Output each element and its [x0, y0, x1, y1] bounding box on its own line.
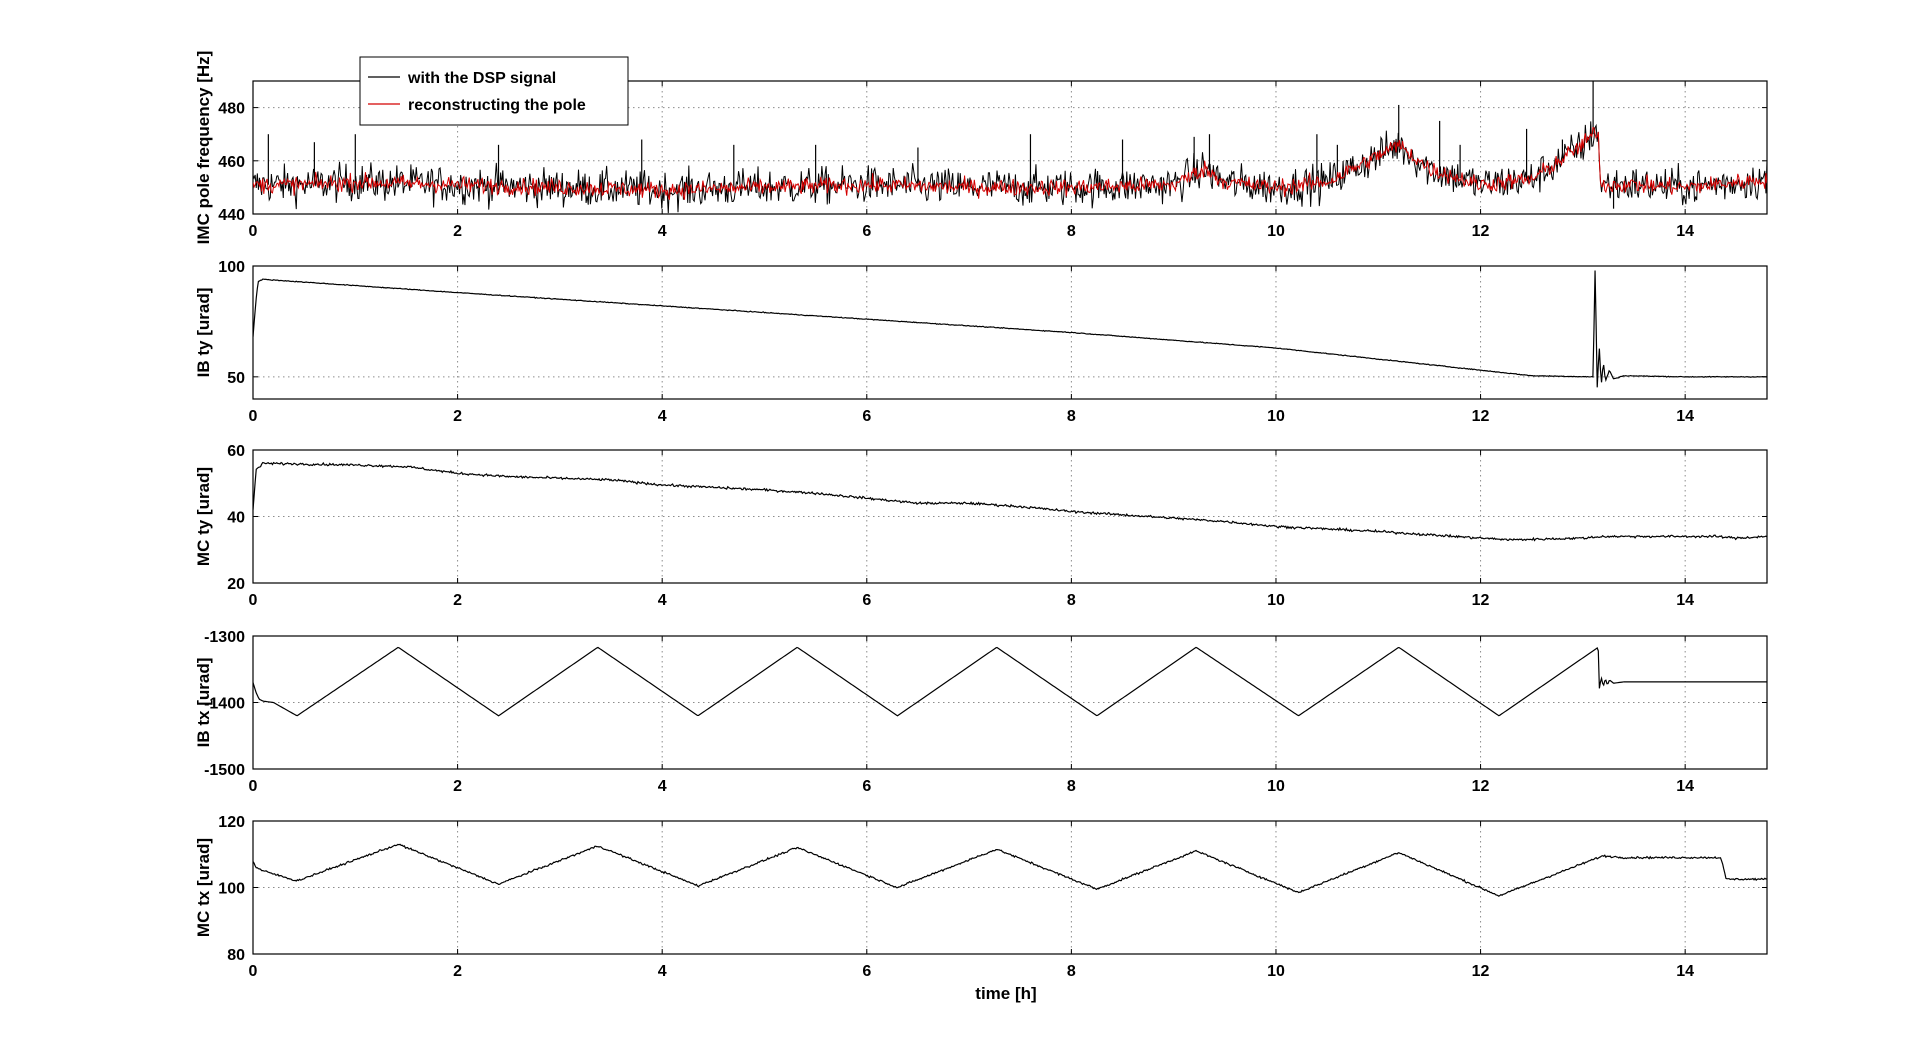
plot-area [252, 820, 1768, 955]
x-tick-label: 6 [862, 778, 871, 795]
x-tick-label: 8 [1067, 963, 1076, 980]
x-tick-label: 10 [1267, 223, 1285, 240]
x-tick-label: 12 [1472, 223, 1490, 240]
x-tick-label: 2 [453, 223, 462, 240]
plot-area [252, 635, 1768, 770]
x-axis-label: time [h] [975, 984, 1036, 1003]
y-tick-label: 80 [227, 947, 245, 964]
x-tick-label: 8 [1067, 223, 1076, 240]
x-tick-label: 6 [862, 223, 871, 240]
x-tick-label: 8 [1067, 778, 1076, 795]
y-tick-label: -1300 [204, 629, 245, 646]
x-tick-label: 12 [1472, 963, 1490, 980]
legend: with the DSP signal reconstructing the po… [359, 56, 629, 126]
y-axis-label: MC tx [urad] [194, 838, 213, 937]
x-tick-label: 6 [862, 592, 871, 609]
x-tick-label: 10 [1267, 592, 1285, 609]
y-tick-label: -1400 [204, 696, 245, 713]
x-tick-label: 0 [249, 778, 258, 795]
x-tick-label: 4 [658, 963, 667, 980]
y-tick-label: 40 [227, 510, 245, 527]
x-tick-label: 0 [249, 963, 258, 980]
series-line-1 [253, 461, 1767, 542]
y-tick-label: 20 [227, 576, 245, 593]
x-tick-label: 8 [1067, 408, 1076, 425]
x-tick-label: 2 [453, 778, 462, 795]
y-tick-label: 120 [218, 814, 245, 831]
series-line-1 [253, 121, 1767, 214]
subplot-4: 0 2 4 6 8 10 12 14 -1500 -1400 -1300 IB tx [urad] [194, 629, 1768, 795]
x-tick-label: 10 [1267, 963, 1285, 980]
series-line-1 [253, 843, 1767, 897]
x-tick-label: 14 [1676, 408, 1694, 425]
x-tick-label: 10 [1267, 778, 1285, 795]
y-axis-label: IB tx [urad] [194, 658, 213, 748]
y-tick-label: 440 [218, 207, 245, 224]
x-tick-label: 4 [658, 592, 667, 609]
legend-entry: with the DSP signal [407, 70, 556, 87]
y-tick-label: 50 [227, 370, 245, 387]
x-tick-label: 2 [453, 408, 462, 425]
x-tick-label: 8 [1067, 592, 1076, 609]
y-tick-label: 100 [218, 881, 245, 898]
subplot-1: 0 2 4 6 8 10 12 14 440 460 480 IMC pole frequency [… [194, 51, 1768, 245]
y-tick-label: 60 [227, 443, 245, 460]
x-tick-label: 6 [862, 963, 871, 980]
series-line-2 [253, 127, 1767, 201]
x-tick-label: 4 [658, 223, 667, 240]
x-tick-label: 14 [1676, 223, 1694, 240]
series-line-1 [253, 270, 1767, 388]
x-tick-label: 14 [1676, 963, 1694, 980]
x-tick-label: 2 [453, 963, 462, 980]
x-tick-label: 10 [1267, 408, 1285, 425]
subplot-5: 0 2 4 6 8 10 12 14 80 100 120 MC tx [urad] [194, 814, 1768, 980]
x-tick-label: 12 [1472, 778, 1490, 795]
plot-area [252, 449, 1768, 584]
legend-box [359, 56, 629, 126]
x-tick-label: 0 [249, 408, 258, 425]
x-tick-label: 12 [1472, 592, 1490, 609]
y-tick-label: 480 [218, 101, 245, 118]
x-tick-label: 12 [1472, 408, 1490, 425]
y-tick-label: 100 [218, 259, 245, 276]
x-tick-label: 4 [658, 778, 667, 795]
y-axis-label: IB ty [urad] [194, 288, 213, 378]
x-tick-label: 0 [249, 592, 258, 609]
y-tick-label: -1500 [204, 762, 245, 779]
y-axis-label: IMC pole frequency [Hz] [194, 51, 213, 245]
plot-area [252, 265, 1768, 400]
subplot-3: 0 2 4 6 8 10 12 14 20 40 60 MC ty [urad] [194, 443, 1768, 609]
series-line-1 [253, 646, 1767, 717]
x-tick-label: 2 [453, 592, 462, 609]
x-tick-label: 4 [658, 408, 667, 425]
subplot-2: 0 2 4 6 8 10 12 14 50 100 IB ty [urad] [194, 259, 1768, 425]
x-tick-label: 6 [862, 408, 871, 425]
y-axis-label: MC ty [urad] [194, 467, 213, 566]
legend-entry: reconstructing the pole [408, 97, 586, 114]
y-tick-label: 460 [218, 154, 245, 171]
x-tick-label: 14 [1676, 778, 1694, 795]
x-tick-label: 14 [1676, 592, 1694, 609]
x-tick-label: 0 [249, 223, 258, 240]
